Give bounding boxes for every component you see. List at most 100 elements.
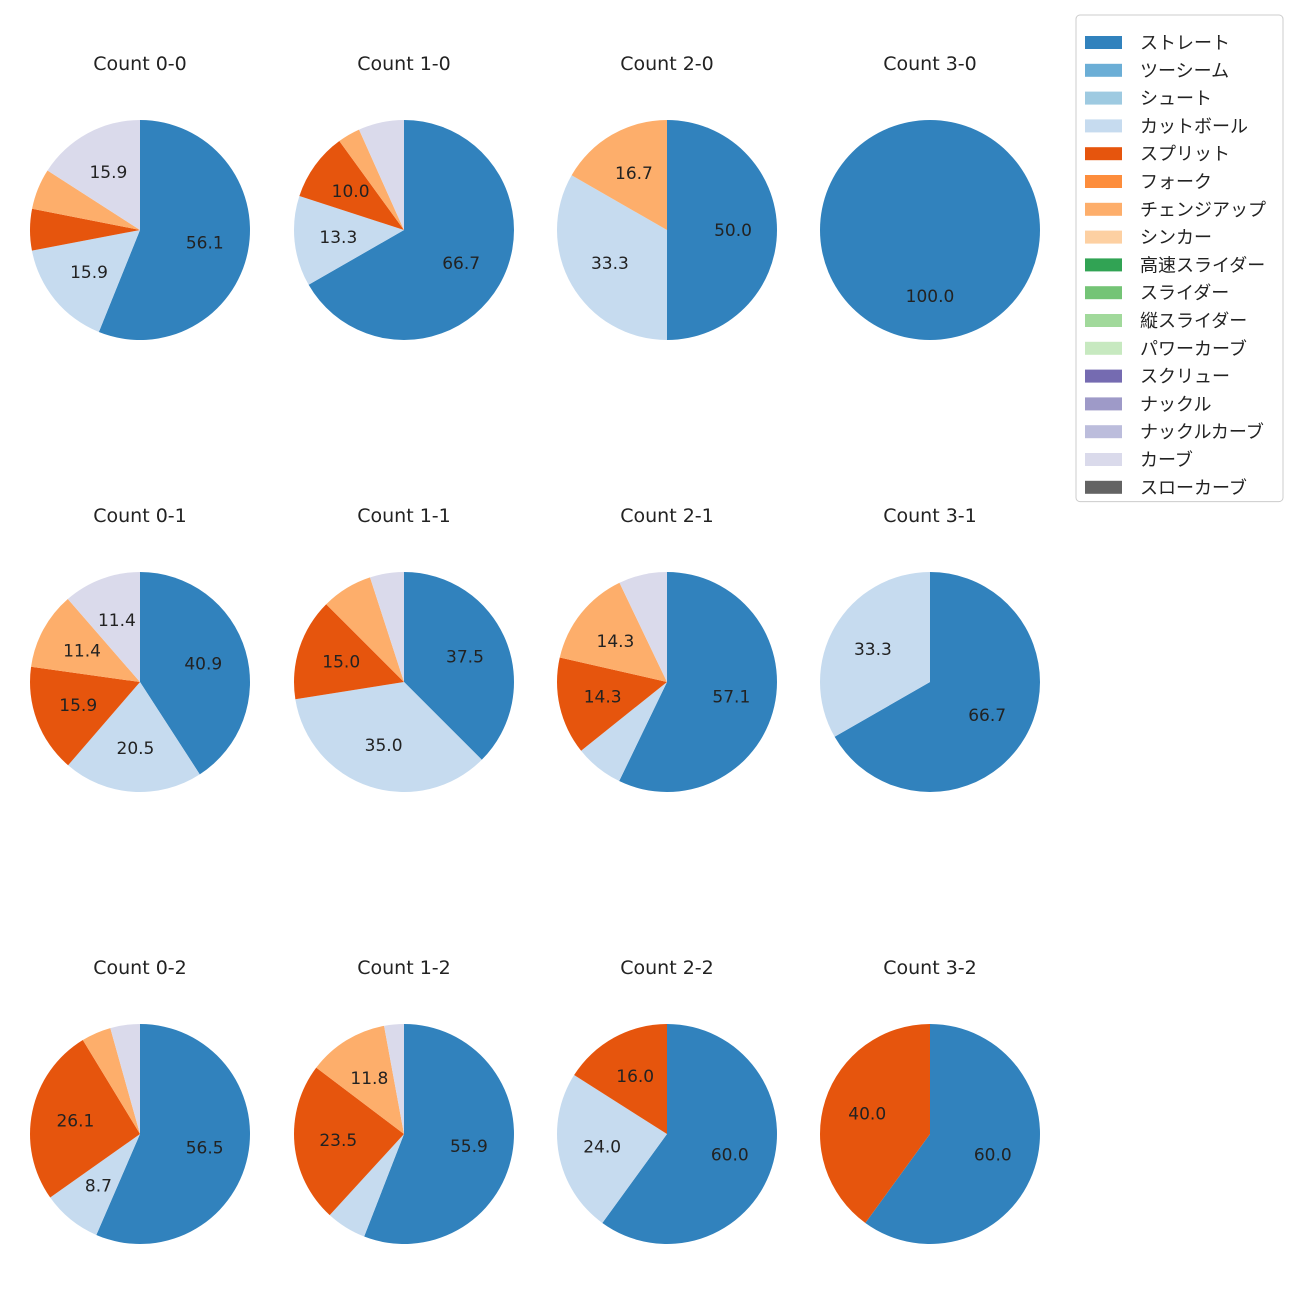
pie-slice-0 — [96, 1024, 251, 1244]
pie-slice-label: 11.8 — [350, 1069, 388, 1089]
pie-slice-2 — [571, 120, 667, 230]
legend-label: フォーク — [1140, 172, 1212, 193]
pie-slice-4 — [619, 572, 667, 682]
pie-slice-label: 50.0 — [714, 221, 752, 241]
pie-slice-0 — [98, 120, 250, 340]
pie-slice-0 — [667, 120, 777, 340]
legend-label: カーブ — [1140, 449, 1193, 471]
legend-swatch — [1085, 230, 1122, 244]
pie-title: Count 0-2 — [93, 957, 187, 979]
pie-title: Count 3-2 — [883, 957, 977, 979]
pie-slice-label: 40.9 — [184, 654, 222, 674]
pie-slice-1 — [581, 682, 667, 782]
pie-slice-3 — [339, 129, 404, 230]
pie-count-0-2: Count 0-2 56.5 8.7 26.1 — [29, 957, 251, 1244]
pie-slice-label: 15.9 — [89, 163, 127, 183]
pie-slice-4 — [67, 572, 140, 682]
pie-slice-1 — [31, 230, 141, 333]
pie-slice-0 — [820, 120, 1040, 340]
pie-slice-label: 15.9 — [59, 696, 97, 716]
pie-slice-1 — [50, 1134, 141, 1235]
legend-label: スライダー — [1140, 283, 1229, 304]
pie-slice-0 — [602, 1024, 777, 1244]
legend-label: チェンジアップ — [1140, 200, 1266, 221]
pie-slice-label: 24.0 — [583, 1137, 621, 1157]
pie-slice-label: 57.1 — [712, 688, 750, 708]
legend-frame — [1075, 14, 1284, 503]
legend-label: ストレート — [1140, 33, 1230, 54]
pie-slice-0 — [308, 120, 514, 340]
pie-slice-0 — [834, 572, 1040, 792]
pie-slice-2 — [30, 208, 140, 251]
pie-slice-3 — [326, 577, 404, 682]
pie-slice-1 — [819, 572, 930, 737]
pie-slice-1 — [293, 196, 404, 285]
legend-swatch — [1085, 425, 1122, 439]
pie-slice-3 — [316, 1025, 404, 1134]
pie-slice-2 — [29, 1040, 140, 1198]
pie-slice-4 — [110, 1024, 140, 1134]
legend-swatch — [1085, 453, 1122, 466]
pie-slice-label: 56.5 — [186, 1138, 224, 1158]
legend-swatch — [1085, 202, 1122, 216]
pie-count-3-2: Count 3-2 60.0 40.0 — [819, 957, 1040, 1244]
pie-title: Count 1-0 — [357, 53, 451, 75]
legend-swatch — [1085, 119, 1122, 133]
pie-slice-label: 13.3 — [319, 228, 357, 248]
legend-label: スクリュー — [1140, 367, 1230, 388]
pie-slice-1 — [295, 682, 482, 793]
pie-slice-label: 23.5 — [319, 1131, 357, 1151]
legend-swatch — [1085, 91, 1122, 105]
pie-slice-1 — [556, 175, 667, 340]
pie-slice-3 — [32, 170, 140, 230]
pie-slice-2 — [293, 1067, 404, 1216]
pie-title: Count 3-1 — [883, 505, 977, 527]
legend-label: 高速スライダー — [1140, 255, 1265, 276]
legend-swatch — [1085, 480, 1122, 494]
pie-slice-label: 33.3 — [591, 254, 629, 274]
pie-title: Count 1-2 — [357, 957, 451, 979]
pie-count-2-2: Count 2-2 60.0 24.0 16.0 — [556, 957, 777, 1244]
pie-slice-4 — [47, 120, 140, 230]
legend-label: スプリット — [1140, 144, 1230, 165]
pie-count-2-0: Count 2-0 50.0 33.3 16.7 — [556, 53, 777, 340]
pie-count-2-1: Count 2-1 57.1 14.3 14.3 — [556, 505, 778, 792]
legend-swatch — [1085, 397, 1122, 411]
legend-label: ナックル — [1140, 394, 1211, 415]
pie-slice-4 — [370, 572, 404, 682]
pie-slice-label: 100.0 — [906, 287, 955, 307]
pie-title: Count 0-0 — [93, 53, 187, 75]
legend-label: ツーシーム — [1140, 61, 1229, 82]
legend-label: ナックルカーブ — [1140, 421, 1264, 443]
pie-slice-label: 14.3 — [584, 688, 622, 708]
pie-slice-3 — [82, 1028, 140, 1134]
pie-slice-2 — [299, 141, 404, 230]
legend-label: カットボール — [1140, 116, 1248, 137]
pie-slice-label: 20.5 — [117, 739, 155, 759]
pie-title: Count 2-1 — [620, 505, 714, 527]
pie-slice-label: 56.1 — [186, 234, 224, 254]
pie-slice-label: 11.4 — [98, 611, 136, 631]
pie-slice-2 — [293, 604, 404, 700]
pie-count-1-0: Count 1-0 66.7 13.3 10.0 — [293, 53, 514, 340]
pie-count-1-2: Count 1-2 55.9 23.5 11.8 — [293, 957, 514, 1244]
pie-slice-label: 8.7 — [85, 1176, 112, 1196]
pie-slice-1 — [329, 1134, 404, 1237]
pie-slice-label: 60.0 — [974, 1145, 1012, 1165]
pie-slice-0 — [404, 572, 514, 760]
pie-slice-label: 14.3 — [597, 632, 635, 652]
pie-slice-label: 16.0 — [616, 1067, 654, 1087]
pie-count-3-0: Count 3-0 100.0 — [820, 53, 1040, 340]
pie-slice-0 — [364, 1024, 514, 1244]
pie-slice-label: 16.7 — [615, 164, 653, 184]
pie-slice-4 — [359, 120, 404, 230]
pie-title: Count 0-1 — [93, 505, 187, 527]
pie-slice-0 — [140, 572, 250, 775]
pie-title: Count 2-2 — [620, 957, 714, 979]
pie-count-0-1: Count 0-1 40.9 20.5 15.9 11.4 11.4 — [29, 505, 250, 792]
pie-slice-4 — [384, 1024, 404, 1134]
pie-slice-1 — [68, 682, 200, 792]
pie-slice-label: 33.3 — [854, 640, 892, 660]
legend-swatch — [1085, 369, 1122, 383]
